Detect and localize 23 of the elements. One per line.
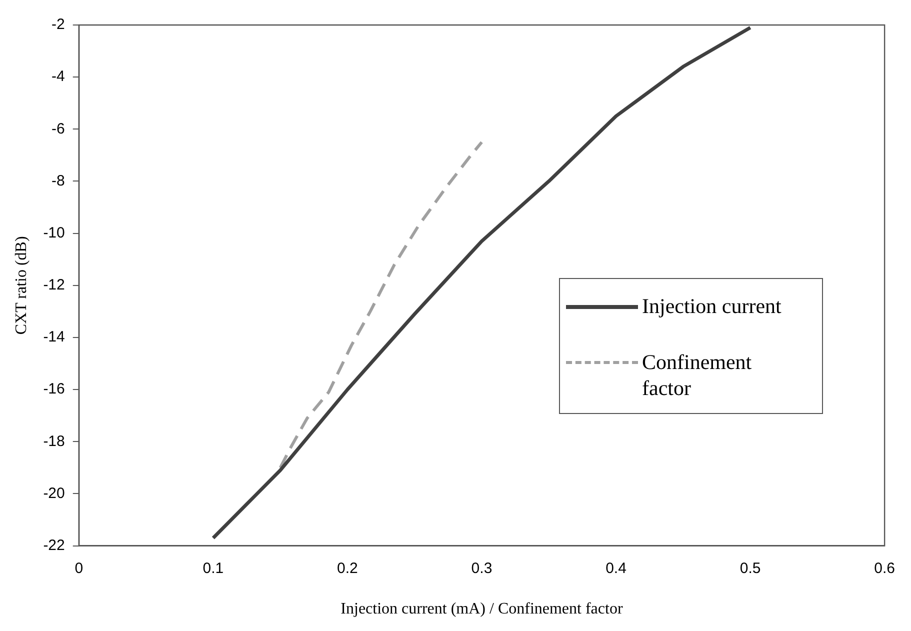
y-tick-label: -18 [43, 432, 65, 450]
x-tick-label: 0.4 [606, 560, 626, 577]
y-tick-label: -20 [43, 484, 65, 502]
line-series [278, 140, 484, 470]
x-tick-label: 0.5 [740, 560, 761, 577]
y-tick-label: -4 [52, 68, 65, 86]
x-tick-label: 0.2 [337, 560, 358, 577]
y-axis-title: CXT ratio (dB) [12, 236, 30, 335]
y-tick-label: -12 [43, 276, 65, 294]
x-axis-title: Injection current (mA) / Confinement factor [340, 600, 624, 618]
legend-label: Confinement factor [642, 349, 753, 401]
y-tick-label: -2 [52, 16, 65, 34]
y-tick-label: -22 [43, 536, 65, 554]
y-tick-label: -6 [52, 120, 65, 138]
x-tick-label: 0 [74, 560, 84, 577]
x-tick-label: 0.6 [874, 560, 896, 577]
y-tick-label: -8 [52, 172, 65, 190]
y-tick-label: -10 [43, 224, 65, 242]
legend-label: Injection current [642, 293, 782, 319]
x-tick-label: 0.3 [471, 560, 492, 577]
y-tick-label: -14 [43, 328, 65, 346]
y-tick-label: -16 [43, 380, 65, 398]
x-tick-label: 0.1 [202, 560, 224, 577]
